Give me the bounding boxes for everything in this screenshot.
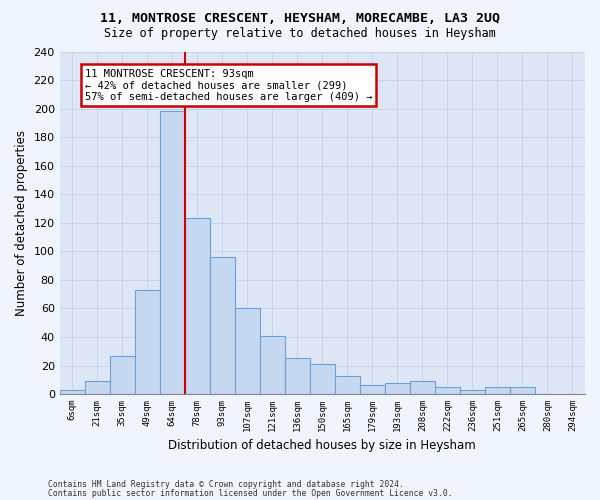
Bar (85, 381, 110, 394)
Bar (510, 387, 535, 394)
Bar (235, 308, 260, 394)
Bar (185, 218, 210, 394)
Bar (210, 257, 235, 394)
Bar (110, 356, 135, 394)
Bar (260, 336, 285, 394)
Bar (135, 290, 160, 394)
Bar (385, 382, 410, 394)
Text: Size of property relative to detached houses in Heysham: Size of property relative to detached ho… (104, 28, 496, 40)
X-axis label: Distribution of detached houses by size in Heysham: Distribution of detached houses by size … (169, 440, 476, 452)
Text: Contains HM Land Registry data © Crown copyright and database right 2024.: Contains HM Land Registry data © Crown c… (48, 480, 404, 489)
Y-axis label: Number of detached properties: Number of detached properties (15, 130, 28, 316)
Bar (410, 381, 435, 394)
Bar (59, 390, 85, 394)
Text: 11 MONTROSE CRESCENT: 93sqm
← 42% of detached houses are smaller (299)
57% of se: 11 MONTROSE CRESCENT: 93sqm ← 42% of det… (85, 68, 372, 102)
Text: 11, MONTROSE CRESCENT, HEYSHAM, MORECAMBE, LA3 2UQ: 11, MONTROSE CRESCENT, HEYSHAM, MORECAMB… (100, 12, 500, 26)
Bar (310, 364, 335, 394)
Bar (160, 112, 185, 394)
Bar (485, 387, 510, 394)
Text: Contains public sector information licensed under the Open Government Licence v3: Contains public sector information licen… (48, 490, 452, 498)
Bar (285, 358, 310, 394)
Bar (435, 387, 460, 394)
Bar (360, 386, 385, 394)
Bar (460, 390, 485, 394)
Bar (335, 376, 360, 394)
